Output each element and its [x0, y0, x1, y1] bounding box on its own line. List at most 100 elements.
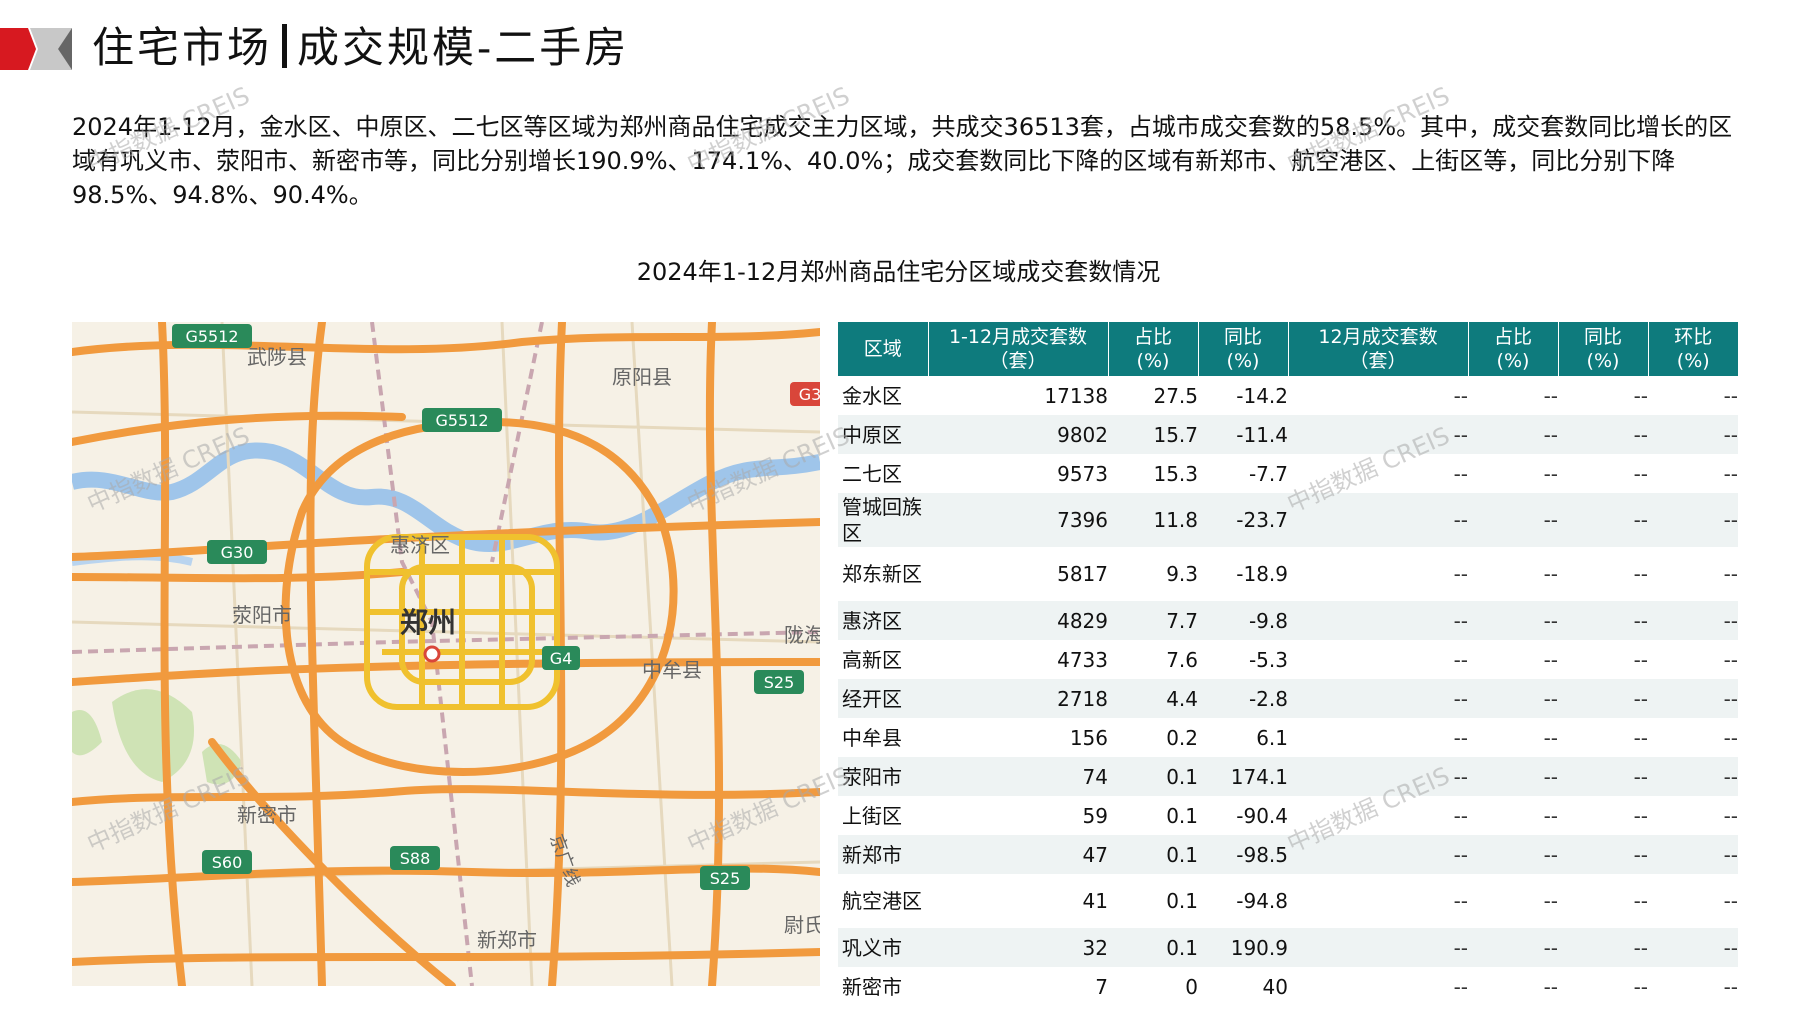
cell-dec-mom: --	[1648, 415, 1738, 454]
header-annual-share: 占比 (%)	[1107, 322, 1198, 376]
table-header-row: 区域 1-12月成交套数 （套） 占比 (%) 同比 (%) 12月成交套数 （套） 占…	[838, 322, 1738, 376]
table-row: 惠济区 4829 7.7 -9.8 -- -- -- --	[838, 601, 1738, 640]
cell-annual-share: 0.1	[1166, 803, 1198, 828]
cell-annual-share: 0	[1185, 974, 1198, 999]
cell-annual-share: 27.5	[1153, 383, 1198, 408]
cell-annual-count: 4733	[1057, 647, 1108, 672]
cell-dec-yoy: --	[1558, 601, 1648, 640]
cell-region: 经开区	[838, 679, 928, 718]
cell-dec-share: --	[1543, 461, 1558, 486]
cell-annual-count: 9573	[1057, 461, 1108, 486]
cell-annual-yoy: -23.7	[1198, 493, 1288, 547]
cell-region: 新密市	[842, 974, 902, 999]
cell-annual-share: 0.1	[1108, 928, 1198, 967]
cell-dec-yoy: --	[1633, 461, 1648, 486]
cell-dec-yoy: --	[1633, 562, 1648, 586]
cell-dec-yoy: --	[1558, 835, 1648, 874]
cell-region: 管城回族区	[838, 493, 928, 547]
cell-dec-yoy: --	[1633, 647, 1648, 672]
cell-annual-yoy: -18.9	[1236, 562, 1288, 586]
cell-dec-share: --	[1543, 562, 1558, 586]
cell-dec-count: --	[1453, 461, 1468, 486]
region-transaction-table: 区域 1-12月成交套数 （套） 占比 (%) 同比 (%) 12月成交套数 （套） 占…	[838, 322, 1738, 1006]
cell-dec-mom: --	[1723, 562, 1738, 586]
cell-annual-count: 59	[1082, 803, 1108, 828]
cell-dec-count: --	[1453, 803, 1468, 828]
cell-annual-count: 17138	[1044, 383, 1108, 408]
cell-dec-share: --	[1543, 974, 1558, 999]
cell-annual-share: 0.1	[1166, 889, 1198, 913]
cell-dec-share: --	[1468, 601, 1558, 640]
cell-dec-yoy: --	[1633, 974, 1648, 999]
cell-annual-share: 7.6	[1166, 647, 1198, 672]
cell-dec-count: --	[1288, 679, 1468, 718]
cell-dec-share: --	[1468, 835, 1558, 874]
cell-region: 惠济区	[838, 601, 928, 640]
table-row: 郑东新区 5817 9.3 -18.9 -- -- -- --	[838, 547, 1738, 601]
map-label-huiji: 惠济区	[390, 533, 450, 557]
table-row: 新郑市 47 0.1 -98.5 -- -- -- --	[838, 835, 1738, 874]
cell-annual-yoy: -90.4	[1236, 803, 1288, 828]
shield-g4: G4	[550, 649, 573, 668]
map-label-wuzhi: 武陟县	[247, 345, 307, 369]
cell-region: 高新区	[842, 647, 902, 672]
cell-region: 中原区	[838, 415, 928, 454]
cell-region: 新郑市	[838, 835, 928, 874]
shield-g5512-east: G5512	[435, 411, 488, 430]
table-row: 管城回族区 7396 11.8 -23.7 -- -- -- --	[838, 493, 1738, 547]
map-label-weishi: 尉氏	[784, 913, 820, 937]
cell-dec-count: --	[1453, 974, 1468, 999]
header-dec-yoy: 同比 (%)	[1557, 322, 1648, 376]
cell-dec-share: --	[1543, 725, 1558, 750]
header-dec-mom: 环比 (%)	[1647, 322, 1738, 376]
cell-annual-yoy: -98.5	[1198, 835, 1288, 874]
cell-dec-mom: --	[1648, 928, 1738, 967]
cell-region: 上街区	[842, 803, 902, 828]
header-annual-count: 1-12月成交套数 （套）	[927, 322, 1108, 376]
cell-annual-yoy: -9.8	[1198, 601, 1288, 640]
cell-annual-yoy: -11.4	[1198, 415, 1288, 454]
cell-dec-mom: --	[1723, 383, 1738, 408]
cell-dec-yoy: --	[1558, 415, 1648, 454]
cell-region: 荥阳市	[838, 757, 928, 796]
cell-region: 巩义市	[838, 928, 928, 967]
cell-dec-yoy: --	[1633, 725, 1648, 750]
cell-dec-mom: --	[1723, 647, 1738, 672]
cell-annual-share: 0.1	[1108, 757, 1198, 796]
table-row: 荥阳市 74 0.1 174.1 -- -- -- --	[838, 757, 1738, 796]
cell-annual-count: 74	[928, 757, 1108, 796]
cell-annual-yoy: 6.1	[1256, 725, 1288, 750]
cell-annual-share: 15.3	[1153, 461, 1198, 486]
cell-dec-share: --	[1543, 647, 1558, 672]
cell-dec-yoy: --	[1633, 383, 1648, 408]
cell-annual-count: 32	[928, 928, 1108, 967]
cell-annual-yoy: -2.8	[1198, 679, 1288, 718]
cell-dec-yoy: --	[1558, 493, 1648, 547]
region-table-wrap: 区域 1-12月成交套数 （套） 占比 (%) 同比 (%) 12月成交套数 （套） 占…	[838, 322, 1738, 1006]
cell-annual-share: 0.2	[1166, 725, 1198, 750]
cell-annual-yoy: 174.1	[1198, 757, 1288, 796]
cell-dec-share: --	[1468, 415, 1558, 454]
cell-annual-count: 7396	[928, 493, 1108, 547]
table-row: 中原区 9802 15.7 -11.4 -- -- -- --	[838, 415, 1738, 454]
cell-dec-mom: --	[1648, 679, 1738, 718]
cell-dec-mom: --	[1723, 461, 1738, 486]
header-dec-count: 12月成交套数 （套）	[1287, 322, 1468, 376]
cell-dec-count: --	[1453, 647, 1468, 672]
cell-region: 中牟县	[842, 725, 902, 750]
cell-dec-share: --	[1468, 928, 1558, 967]
shield-g30: G30	[221, 543, 254, 562]
cell-dec-share: --	[1543, 889, 1558, 913]
shield-s25-south: S25	[710, 869, 741, 888]
cell-dec-mom: --	[1723, 889, 1738, 913]
cell-annual-count: 2718	[928, 679, 1108, 718]
cell-dec-yoy: --	[1558, 679, 1648, 718]
page-title: 住宅市场 成交规模-二手房	[92, 18, 629, 78]
table-row: 巩义市 32 0.1 190.9 -- -- -- --	[838, 928, 1738, 967]
table-row: 中牟县 156 0.2 6.1 -- -- -- --	[838, 718, 1738, 757]
cell-annual-share: 11.8	[1108, 493, 1198, 547]
cell-dec-count: --	[1453, 725, 1468, 750]
cell-annual-count: 9802	[928, 415, 1108, 454]
table-row: 二七区 9573 15.3 -7.7 -- -- -- --	[838, 454, 1738, 493]
map-label-longhai: 陇海	[784, 623, 820, 647]
